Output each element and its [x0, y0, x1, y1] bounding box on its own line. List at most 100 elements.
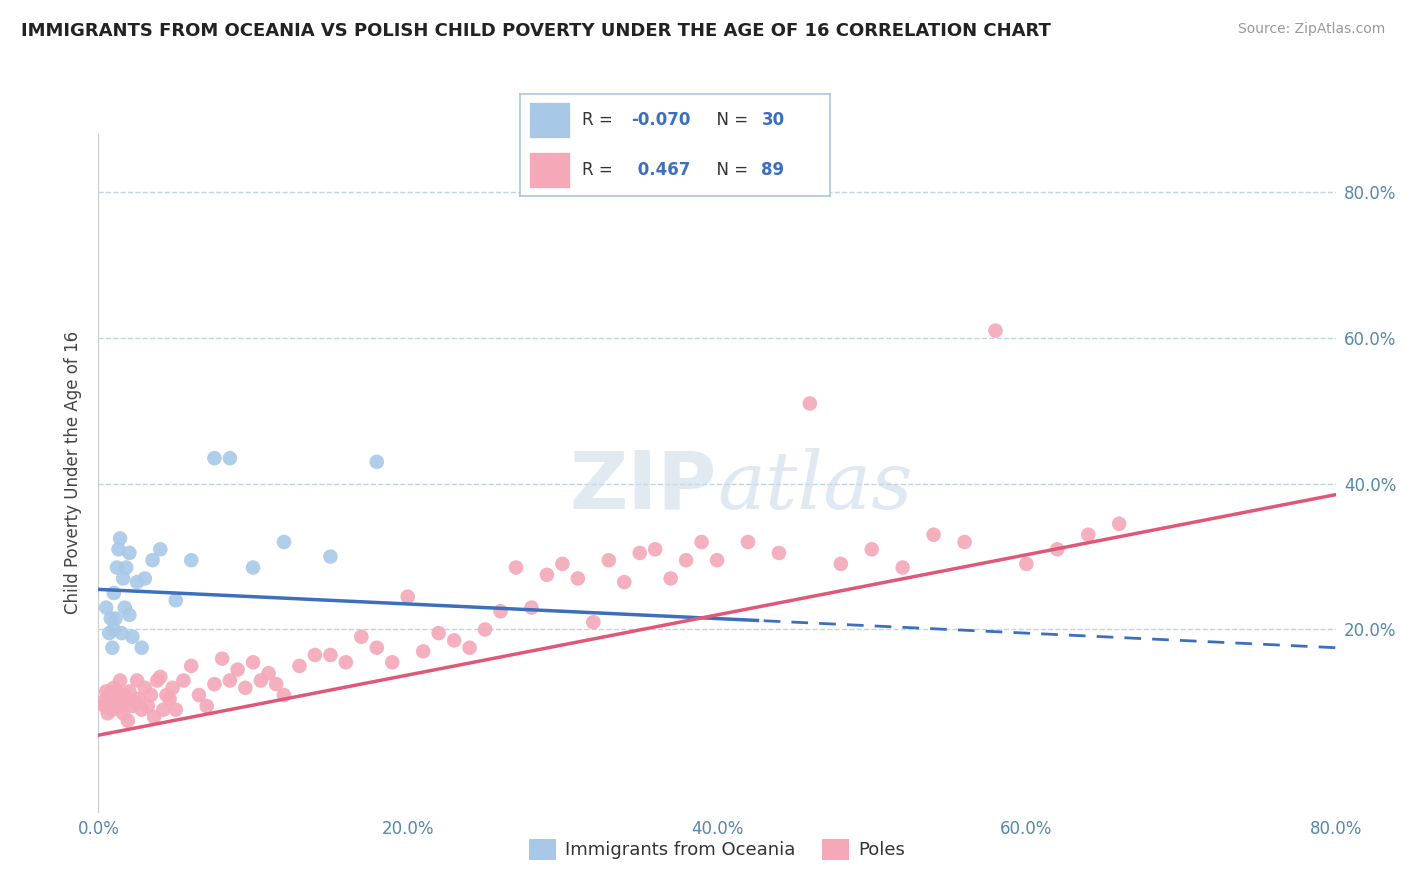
Point: [211, 651, 233, 665]
Point: [242, 655, 264, 669]
Point: [118, 607, 141, 622]
Bar: [530, 153, 569, 188]
Text: N =: N =: [706, 161, 754, 179]
Point: [180, 659, 202, 673]
Point: [143, 710, 166, 724]
Point: [93, 699, 115, 714]
Point: [111, 626, 134, 640]
Point: [984, 324, 1007, 338]
Point: [288, 659, 311, 673]
Point: [96, 600, 118, 615]
Point: [155, 688, 177, 702]
Point: [250, 673, 273, 688]
Point: [162, 681, 184, 695]
Point: [628, 546, 651, 560]
Point: [112, 571, 135, 585]
Point: [1015, 557, 1038, 571]
Bar: [530, 102, 569, 137]
Point: [127, 575, 149, 590]
Point: [98, 626, 121, 640]
Point: [103, 623, 125, 637]
Point: [922, 527, 945, 541]
Point: [101, 640, 124, 655]
Point: [675, 553, 697, 567]
Point: [412, 644, 434, 658]
Point: [104, 699, 127, 714]
Point: [131, 640, 153, 655]
Point: [103, 586, 125, 600]
Point: [474, 623, 496, 637]
Point: [98, 688, 121, 702]
Point: [136, 699, 159, 714]
Point: [115, 691, 138, 706]
Point: [112, 706, 135, 721]
Point: [273, 535, 295, 549]
Point: [235, 681, 257, 695]
Text: R =: R =: [582, 161, 619, 179]
Point: [768, 546, 790, 560]
Point: [350, 630, 373, 644]
Point: [366, 455, 388, 469]
Point: [335, 655, 357, 669]
Point: [105, 684, 128, 698]
Point: [114, 600, 136, 615]
Point: [188, 688, 211, 702]
Point: [830, 557, 852, 571]
Point: [273, 688, 295, 702]
Point: [105, 560, 128, 574]
Point: [121, 699, 143, 714]
Point: [108, 532, 131, 546]
Point: [165, 703, 187, 717]
Point: [226, 663, 249, 677]
Point: [124, 695, 146, 709]
Point: [242, 560, 264, 574]
Point: [134, 571, 156, 585]
Text: R =: R =: [582, 111, 619, 128]
Point: [582, 615, 605, 630]
Point: [159, 691, 181, 706]
Point: [100, 691, 122, 706]
Point: [489, 604, 512, 618]
Point: [118, 684, 141, 698]
Text: IMMIGRANTS FROM OCEANIA VS POLISH CHILD POVERTY UNDER THE AGE OF 16 CORRELATION : IMMIGRANTS FROM OCEANIA VS POLISH CHILD …: [21, 22, 1050, 40]
Point: [551, 557, 574, 571]
Point: [505, 560, 527, 574]
Point: [118, 546, 141, 560]
Point: [598, 553, 620, 567]
Point: [381, 655, 404, 669]
Text: 89: 89: [762, 161, 785, 179]
Point: [204, 451, 226, 466]
Point: [1077, 527, 1099, 541]
Point: [366, 640, 388, 655]
Point: [96, 684, 118, 698]
Point: [134, 681, 156, 695]
Point: [257, 666, 280, 681]
Point: [891, 560, 914, 574]
Point: [103, 681, 125, 695]
Point: [100, 611, 122, 625]
Point: [219, 451, 242, 466]
Point: [146, 673, 169, 688]
Point: [737, 535, 759, 549]
Legend: Immigrants from Oceania, Poles: Immigrants from Oceania, Poles: [522, 832, 912, 867]
Point: [121, 630, 143, 644]
Point: [195, 699, 218, 714]
Point: [799, 396, 821, 410]
Point: [690, 535, 713, 549]
Point: [108, 673, 131, 688]
Point: [142, 553, 165, 567]
Point: [107, 695, 129, 709]
Point: [117, 714, 139, 728]
Point: [149, 542, 172, 557]
Point: [127, 673, 149, 688]
Point: [111, 699, 134, 714]
Point: [860, 542, 883, 557]
Point: [319, 648, 342, 662]
Y-axis label: Child Poverty Under the Age of 16: Child Poverty Under the Age of 16: [65, 331, 83, 615]
Point: [319, 549, 342, 564]
Point: [706, 553, 728, 567]
Point: [1108, 516, 1130, 531]
Point: [427, 626, 450, 640]
Point: [115, 560, 138, 574]
Point: [104, 611, 127, 625]
